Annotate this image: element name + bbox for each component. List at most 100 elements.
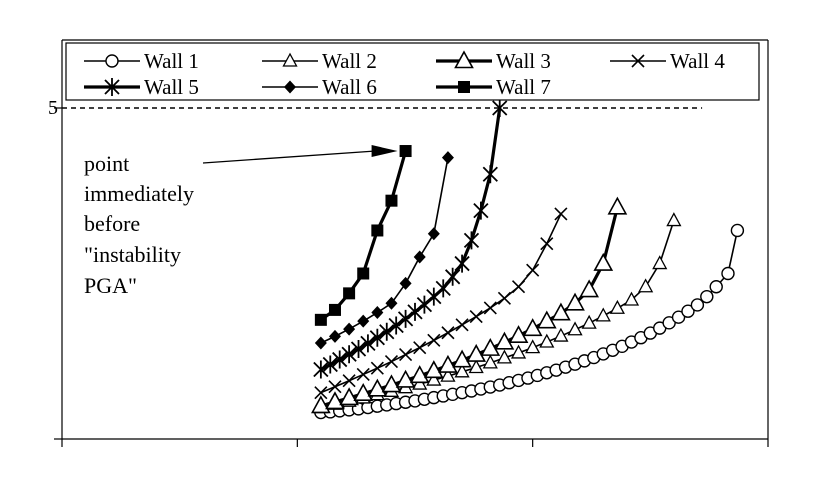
legend-box bbox=[65, 42, 760, 101]
point-wall-2-22 bbox=[623, 291, 640, 306]
point-wall-2-21 bbox=[609, 299, 625, 314]
point-wall-5-8 bbox=[388, 316, 404, 335]
legend-marker-wall-3 bbox=[454, 50, 474, 69]
legend-marker-wall-5 bbox=[104, 78, 120, 96]
point-wall-2-12 bbox=[482, 354, 498, 369]
point-wall-6-0 bbox=[314, 336, 327, 350]
point-wall-1-38 bbox=[671, 310, 686, 324]
legend-label-wall-6: Wall 6 bbox=[322, 75, 377, 99]
point-wall-4-15 bbox=[526, 263, 540, 277]
point-wall-2-13 bbox=[496, 349, 513, 364]
point-wall-5-0 bbox=[313, 360, 329, 379]
point-wall-3-3 bbox=[353, 382, 374, 401]
point-wall-3-15 bbox=[522, 318, 543, 337]
legend-label-wall-7: Wall 7 bbox=[496, 75, 551, 99]
point-wall-6-8 bbox=[427, 227, 440, 241]
point-wall-2-20 bbox=[595, 307, 611, 322]
annotation-line-1: immediately bbox=[84, 181, 194, 206]
series-wall-6 bbox=[314, 151, 454, 350]
point-wall-5-4 bbox=[350, 339, 367, 358]
point-wall-7-1 bbox=[328, 303, 341, 316]
point-wall-3-6 bbox=[395, 369, 416, 388]
annotation-line-3: "instability bbox=[84, 242, 181, 267]
point-wall-5-9 bbox=[397, 309, 414, 328]
tick-layer: 5 bbox=[48, 97, 769, 447]
point-wall-7-3 bbox=[357, 267, 370, 280]
point-wall-7-4 bbox=[371, 224, 384, 237]
point-wall-4-1 bbox=[328, 380, 342, 394]
annotation-line-2: before bbox=[84, 211, 140, 236]
point-wall-4-9 bbox=[441, 326, 455, 340]
point-wall-5-6 bbox=[369, 328, 385, 347]
point-wall-5-5 bbox=[360, 334, 376, 353]
point-wall-4-10 bbox=[455, 318, 469, 332]
legend-marker-wall-6 bbox=[284, 80, 296, 94]
legend-item-wall-7: Wall 7 bbox=[436, 75, 551, 99]
point-wall-2-9 bbox=[440, 367, 456, 382]
legend-item-wall-2: Wall 2 bbox=[262, 49, 377, 73]
point-wall-6-6 bbox=[399, 276, 412, 290]
point-wall-3-9 bbox=[438, 354, 458, 373]
point-wall-6-4 bbox=[371, 306, 384, 320]
point-wall-7-2 bbox=[343, 287, 356, 300]
point-wall-6-3 bbox=[357, 314, 370, 328]
point-wall-2-24 bbox=[652, 255, 668, 270]
point-wall-2-18 bbox=[567, 321, 583, 336]
plot-frame bbox=[61, 39, 769, 440]
legend-label-wall-1: Wall 1 bbox=[144, 49, 199, 73]
point-wall-3-8 bbox=[423, 360, 444, 379]
legend-label-wall-5: Wall 5 bbox=[144, 75, 199, 99]
point-wall-4-8 bbox=[427, 333, 441, 347]
y-tick-label-0: 5 bbox=[48, 97, 58, 119]
point-wall-5-11 bbox=[416, 295, 433, 314]
point-wall-3-13 bbox=[494, 331, 515, 350]
point-wall-4-14 bbox=[511, 280, 526, 294]
point-wall-1-39 bbox=[681, 304, 695, 318]
series-wall-3 bbox=[311, 196, 628, 414]
legend: Wall 1 Wall 2 Wall 3 Wall 4 Wall 5 Wall 6 Wall… bbox=[65, 42, 760, 101]
point-wall-3-21 bbox=[607, 196, 628, 215]
legend-item-wall-6: Wall 6 bbox=[262, 75, 377, 99]
annotation-line-0: point bbox=[84, 151, 129, 176]
point-wall-3-18 bbox=[565, 292, 585, 311]
point-wall-4-3 bbox=[356, 367, 370, 382]
point-wall-3-16 bbox=[536, 310, 557, 329]
legend-item-wall-1: Wall 1 bbox=[84, 49, 199, 73]
legend-marker-wall-4 bbox=[631, 54, 645, 68]
series-line-wall-6 bbox=[320, 157, 449, 344]
point-wall-6-7 bbox=[413, 250, 426, 264]
point-wall-4-16 bbox=[540, 237, 554, 251]
point-wall-4-2 bbox=[342, 374, 356, 388]
point-wall-5-19 bbox=[492, 99, 508, 117]
point-wall-3-20 bbox=[593, 252, 614, 271]
point-wall-5-2 bbox=[332, 350, 348, 369]
point-wall-2-16 bbox=[539, 333, 555, 348]
point-wall-6-9 bbox=[441, 151, 454, 165]
point-wall-3-11 bbox=[466, 343, 487, 362]
point-wall-1-43 bbox=[721, 266, 735, 281]
point-wall-5-10 bbox=[407, 302, 423, 321]
annotation-arrow-line bbox=[202, 150, 376, 164]
point-wall-5-17 bbox=[473, 201, 489, 220]
point-wall-2-10 bbox=[454, 363, 470, 378]
point-wall-5-18 bbox=[482, 165, 498, 184]
legend-label-wall-4: Wall 4 bbox=[670, 49, 725, 73]
point-wall-4-11 bbox=[469, 309, 483, 324]
point-wall-6-1 bbox=[328, 329, 341, 343]
point-wall-7-5 bbox=[385, 194, 398, 207]
point-wall-3-2 bbox=[339, 387, 359, 406]
point-wall-5-7 bbox=[379, 322, 395, 341]
legend-marker-wall-2 bbox=[282, 52, 298, 67]
point-wall-4-6 bbox=[399, 348, 413, 362]
point-wall-2-25 bbox=[666, 212, 682, 227]
legend-marker-wall-1 bbox=[105, 54, 119, 68]
point-wall-3-5 bbox=[381, 374, 402, 393]
point-wall-2-11 bbox=[468, 359, 484, 374]
point-wall-2-15 bbox=[525, 339, 541, 354]
point-wall-4-13 bbox=[497, 291, 511, 305]
point-wall-4-5 bbox=[384, 354, 399, 369]
point-wall-1-42 bbox=[709, 280, 723, 294]
point-wall-3-14 bbox=[508, 325, 529, 344]
